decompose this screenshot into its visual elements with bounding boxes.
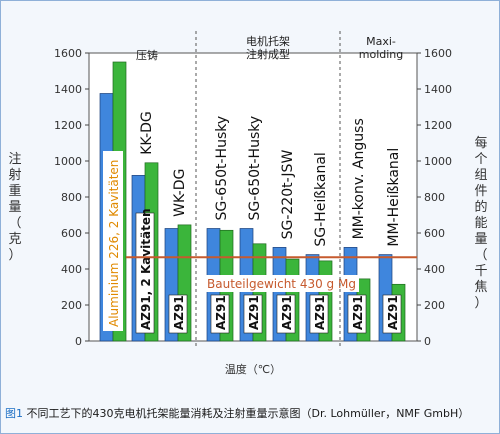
- bar-label-3: AZ91: [172, 295, 186, 330]
- bar-label-5: AZ91: [247, 295, 261, 330]
- y2-tick-label: 200: [424, 299, 445, 312]
- y2-tick-label: 1000: [424, 155, 452, 168]
- bar-label-bg-9: [382, 294, 402, 334]
- group-header-1: 压铸: [136, 48, 158, 62]
- category-label-1: Aluminium 226, 2 Kavitäten: [107, 160, 121, 327]
- category-label-2: KK-DG: [139, 111, 155, 155]
- group-header-2: 电机托架注射成型: [246, 34, 290, 61]
- bar-label-6: AZ91: [280, 295, 294, 330]
- category-label-8: MM-konv. Anguss: [351, 118, 367, 239]
- y-tick-label: 200: [61, 299, 82, 312]
- figure-caption: 图1 不同工艺下的430克电机托架能量消耗及注射重量示意图（Dr. Lohmül…: [5, 405, 469, 421]
- bar-label-bg-2: [135, 212, 155, 334]
- category-label-bg-1: [103, 151, 123, 331]
- category-label-7: SG-Heißkanal: [313, 152, 329, 246]
- y2-tick-label: 600: [424, 227, 445, 240]
- y-tick-label: 1000: [54, 155, 82, 168]
- y2-axis-title: 每个组件的能量（千焦）: [474, 135, 487, 311]
- bar-label-bg-6: [276, 294, 296, 334]
- group-header-3: Maxi-molding: [359, 35, 404, 61]
- category-label-6: SG-220t-JSW: [280, 150, 296, 240]
- y-tick-label: 1200: [54, 119, 82, 132]
- y-tick-label: 1600: [54, 47, 82, 60]
- category-label-9: MM-Heißkanal: [386, 148, 402, 247]
- bar-label-bg-7: [309, 294, 329, 334]
- reference-label-bg: [203, 275, 359, 292]
- y-tick-label: 1400: [54, 83, 82, 96]
- y2-tick-label: 400: [424, 263, 445, 276]
- y2-tick-label: 1400: [424, 83, 452, 96]
- category-label-4: SG-650t-Husky: [214, 116, 230, 221]
- reference-label: Bauteilgewicht 430 g Mg: [207, 277, 356, 291]
- energy-weight-chart: Aluminium 226, 2 Kavitäten KK-DG AZ91, 2 K…: [8, 31, 488, 376]
- bar-label-bg-5: [243, 294, 263, 334]
- y-axis-title: 注射重量（克）: [8, 152, 21, 263]
- figure-label: 图1: [5, 407, 23, 420]
- y-tick-label: 0: [75, 335, 82, 348]
- bar-label-bg-4: [210, 294, 230, 334]
- y-tick-label: 800: [61, 191, 82, 204]
- bar-label-8: AZ91: [351, 295, 365, 330]
- category-label-5: SG-650t-Husky: [247, 116, 263, 221]
- y2-tick-label: 800: [424, 191, 445, 204]
- bar-label-9: AZ91: [386, 295, 400, 330]
- caption-text: 不同工艺下的430克电机托架能量消耗及注射重量示意图（Dr. Lohmüller…: [23, 407, 470, 420]
- y2-tick-label: 1200: [424, 119, 452, 132]
- bar-label-7: AZ91: [313, 295, 327, 330]
- bar-label-4: AZ91: [214, 295, 228, 330]
- y-tick-label: 600: [61, 227, 82, 240]
- bar-label-bg-3: [168, 294, 188, 334]
- bar-label-2: AZ91, 2 Kavitäten: [139, 208, 153, 330]
- y-tick-label: 400: [61, 263, 82, 276]
- y2-tick-label: 0: [424, 335, 431, 348]
- y2-tick-label: 1600: [424, 47, 452, 60]
- category-label-3: WK-DG: [172, 169, 188, 217]
- bar-label-bg-8: [347, 294, 367, 334]
- x-axis-title: 温度（℃）: [225, 362, 281, 376]
